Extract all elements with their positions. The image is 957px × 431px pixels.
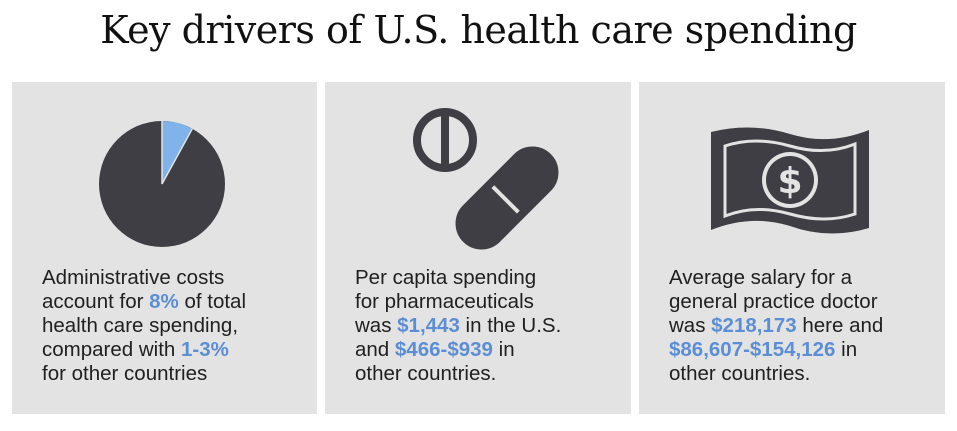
- caption-text: other countries.: [669, 362, 811, 385]
- caption-line: $86,607-$154,126 in: [669, 338, 939, 362]
- caption-text: for pharmaceuticals: [355, 290, 534, 313]
- highlight-value: 8%: [149, 290, 179, 313]
- caption-text: compared with: [42, 338, 182, 361]
- highlight-value: $1,443: [397, 314, 460, 337]
- svg-text:$: $: [777, 161, 802, 202]
- caption-text: in the U.S.: [459, 314, 562, 337]
- pharmaceuticals-panel: Per capita spending for pharmaceuticals wa…: [325, 82, 631, 414]
- caption-text: and: [355, 338, 395, 361]
- caption-text: for other countries: [42, 362, 208, 385]
- doctor-salary-panel: $ Average salary for a general practice d…: [639, 82, 945, 414]
- caption-line: other countries.: [355, 362, 625, 386]
- caption-text: account for: [42, 290, 150, 313]
- caption-line: was $218,173 here and: [669, 314, 939, 338]
- page-title: Key drivers of U.S. health care spending: [100, 8, 857, 52]
- caption-line: Administrative costs: [42, 266, 312, 290]
- caption-line: Per capita spending: [355, 266, 625, 290]
- doctor-salary-caption: Average salary for a general practice doc…: [669, 266, 939, 386]
- caption-text: here and: [796, 314, 884, 337]
- caption-line: for other countries: [42, 362, 312, 386]
- caption-line: for pharmaceuticals: [355, 290, 625, 314]
- pie-chart-icon: [99, 121, 225, 247]
- caption-line: and $466-$939 in: [355, 338, 625, 362]
- caption-line: health care spending,: [42, 314, 312, 338]
- caption-text: Administrative costs: [42, 266, 225, 289]
- caption-line: other countries.: [669, 362, 939, 386]
- highlight-value: $466-$939: [394, 338, 493, 361]
- caption-text: of total: [178, 290, 247, 313]
- caption-line: general practice doctor: [669, 290, 939, 314]
- caption-line: Average salary for a: [669, 266, 939, 290]
- admin-costs-panel: Administrative costs account for 8% of to…: [12, 82, 317, 414]
- highlight-value: 1-3%: [181, 338, 229, 361]
- caption-line: compared with 1-3%: [42, 338, 312, 362]
- caption-text: Average salary for a: [669, 266, 853, 289]
- caption-text: health care spending,: [42, 314, 239, 337]
- caption-text: Per capita spending: [355, 266, 537, 289]
- pills-icon: [413, 108, 559, 250]
- caption-line: was $1,443 in the U.S.: [355, 314, 625, 338]
- caption-text: general practice doctor: [669, 290, 878, 313]
- pharmaceuticals-caption: Per capita spending for pharmaceuticals wa…: [355, 266, 625, 386]
- caption-text: was: [355, 314, 398, 337]
- caption-line: account for 8% of total: [42, 290, 312, 314]
- highlight-value: $218,173: [711, 314, 797, 337]
- caption-text: in: [835, 338, 858, 361]
- highlight-value: $86,607-$154,126: [669, 338, 836, 361]
- caption-text: other countries.: [355, 362, 497, 385]
- caption-text: was: [669, 314, 712, 337]
- admin-costs-caption: Administrative costs account for 8% of to…: [42, 266, 312, 386]
- dollar-bill-icon: $: [711, 127, 869, 234]
- caption-text: in: [492, 338, 515, 361]
